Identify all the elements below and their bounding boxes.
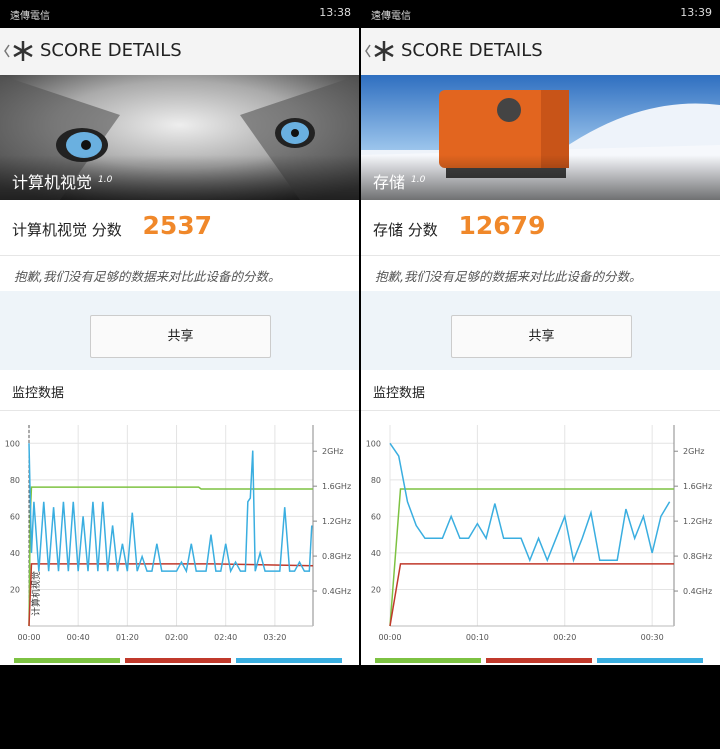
share-button[interactable]: 共享	[90, 315, 271, 358]
monitor-chart: 20 40 60 80 100 00:00 00:40 01:20 02:00 02:40 03:2…	[5, 425, 351, 663]
y2-tick-label: 2GHz	[683, 447, 705, 456]
y2-tick-label: 0.4GHz	[683, 587, 712, 596]
y-tick-label: 80	[371, 476, 381, 485]
message-row	[361, 255, 720, 291]
score-label: 计算机视觉 分数	[12, 221, 122, 239]
legend-swatch	[14, 658, 120, 663]
data-line	[28, 443, 313, 574]
y-tick-label: 40	[371, 549, 381, 558]
hero-shade	[361, 155, 720, 200]
x-tick-label: 00:10	[466, 633, 489, 642]
page-title: SCORE DETAILS	[401, 40, 543, 61]
x-tick-label: 00:00	[17, 633, 40, 642]
data-line	[389, 563, 674, 627]
y-tick-label: 80	[10, 476, 20, 485]
monitor-title: 监控数据	[373, 386, 426, 401]
phone-screen: 遠傳電信 13:38 SCORE DETAILS 计算机视觉 1.0 计算机视觉 分数 25…	[0, 0, 359, 665]
x-tick-label: 00:00	[378, 633, 401, 642]
message: 抱歉,我们没有足够的数据来对比此设备的分数。	[14, 269, 281, 284]
x-tick-label: 00:20	[553, 633, 576, 642]
data-line	[28, 563, 314, 627]
test-name: 计算机视觉	[12, 173, 93, 192]
monitor-title: 监控数据	[12, 386, 65, 401]
data-line	[28, 486, 313, 627]
legend-swatch	[375, 658, 481, 663]
y2-tick-label: 0.8GHz	[322, 552, 351, 561]
page-title: SCORE DETAILS	[40, 40, 182, 61]
hero-image: 计算机视觉 1.0	[0, 75, 359, 200]
carrier: 遠傳電信	[371, 11, 411, 22]
message: 抱歉,我们没有足够的数据来对比此设备的分数。	[375, 269, 642, 284]
y2-tick-label: 2GHz	[322, 447, 344, 456]
y2-tick-label: 1.2GHz	[683, 517, 712, 526]
hero-shade	[0, 155, 359, 200]
divider	[361, 410, 720, 411]
status-bar: 遠傳電信 13:39	[361, 0, 720, 28]
y-tick-label: 100	[5, 439, 20, 448]
y2-tick-label: 1.6GHz	[683, 482, 712, 491]
x-tick-label: 00:40	[67, 633, 90, 642]
y-tick-label: 100	[366, 439, 381, 448]
x-tick-label: 02:40	[214, 633, 237, 642]
legend-swatch	[486, 658, 592, 663]
y2-tick-label: 1.2GHz	[322, 517, 351, 526]
score-label: 存储 分数	[373, 221, 438, 239]
score-value: 12679	[458, 211, 546, 240]
test-version: 1.0	[98, 175, 113, 185]
clock: 13:38	[319, 6, 351, 19]
x-tick-label: 03:20	[263, 633, 286, 642]
x-tick-label: 01:20	[116, 633, 139, 642]
y2-tick-label: 0.4GHz	[322, 587, 351, 596]
x-tick-label: 00:30	[641, 633, 664, 642]
back-icon[interactable]	[361, 28, 401, 75]
y-tick-label: 20	[10, 585, 20, 594]
status-bar: 遠傳電信 13:38	[0, 0, 359, 28]
y-tick-label: 20	[371, 585, 381, 594]
back-icon[interactable]	[0, 28, 40, 75]
y-tick-label: 40	[10, 549, 20, 558]
phone-screen: 遠傳電信 13:39 SCORE DETAILS 存储 1.0 存储 分数 12679 抱歉,…	[361, 0, 720, 665]
score-value: 2537	[142, 211, 213, 240]
share-button[interactable]: 共享	[451, 315, 632, 358]
legend-swatch	[597, 658, 703, 663]
y-tick-label: 60	[371, 512, 381, 521]
x-tick-label: 02:00	[165, 633, 188, 642]
monitor-chart: 20 40 60 80 100 00:00 00:10 00:20 00:30 0.4GHz 0.8…	[366, 425, 712, 663]
share-area: 共享	[361, 291, 720, 370]
test-name: 存储	[373, 173, 406, 192]
divider	[0, 410, 359, 411]
hero-image: 存储 1.0	[361, 75, 720, 200]
message-row	[0, 255, 359, 291]
carrier: 遠傳電信	[10, 11, 50, 22]
y2-tick-label: 0.8GHz	[683, 552, 712, 561]
clock: 13:39	[680, 6, 712, 19]
y-tick-label: 60	[10, 512, 20, 521]
data-line	[389, 488, 674, 627]
header-bar: SCORE DETAILS	[0, 28, 359, 75]
annotation: 计算机视觉	[30, 571, 42, 616]
y2-tick-label: 1.6GHz	[322, 482, 351, 491]
header-bar: SCORE DETAILS	[361, 28, 720, 75]
test-version: 1.0	[411, 175, 426, 185]
legend-swatch	[125, 658, 231, 663]
legend-swatch	[236, 658, 342, 663]
share-area: 共享	[0, 291, 359, 370]
data-line	[389, 442, 671, 563]
